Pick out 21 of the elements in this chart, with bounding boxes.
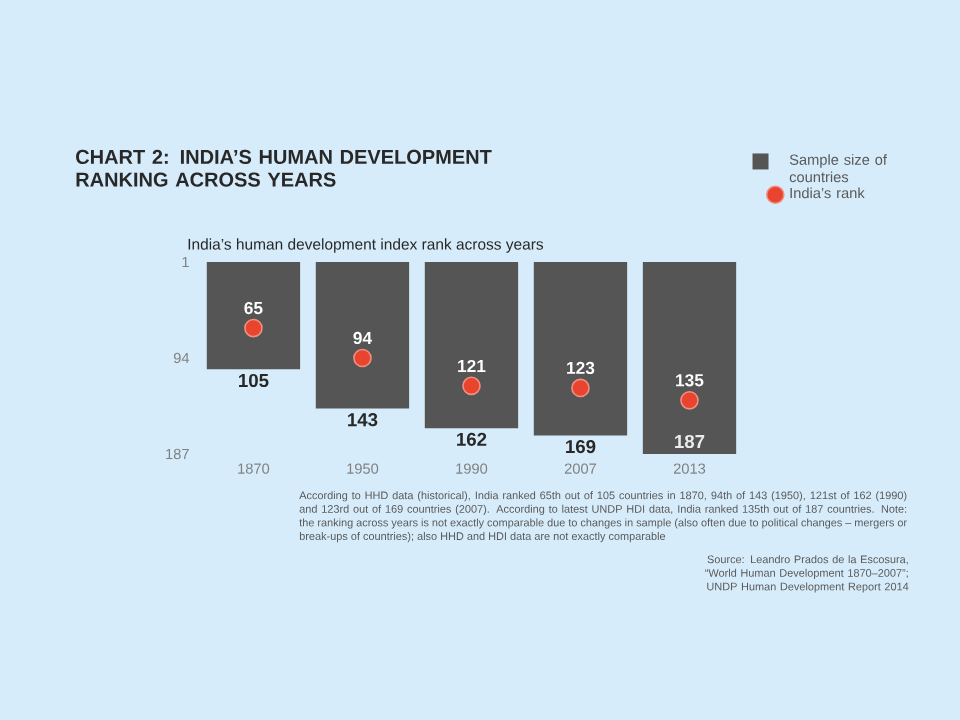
- point: [462, 376, 481, 396]
- point: [244, 318, 263, 338]
- bar: [315, 261, 410, 409]
- data-label: 187: [675, 434, 705, 449]
- data-label: 123: [567, 361, 595, 375]
- chart-title: CHART 2: INDIA’S HUMAN DEVELOPMENT RANKING ACROSS YEARS: [76, 149, 492, 187]
- data-label: 105: [239, 373, 269, 388]
- bar: [533, 261, 628, 436]
- point: [353, 348, 372, 368]
- bar: [642, 261, 737, 454]
- data-label: 94: [353, 331, 372, 345]
- data-label: 143: [348, 413, 378, 427]
- point: [680, 390, 699, 410]
- point: [571, 378, 590, 398]
- data-label: 162: [457, 432, 487, 446]
- bar: [424, 261, 519, 429]
- data-label: 169: [566, 439, 596, 454]
- data-label: 65: [244, 301, 263, 315]
- bar: [206, 261, 301, 370]
- data-label: 135: [676, 374, 704, 387]
- data-label: 121: [458, 359, 486, 372]
